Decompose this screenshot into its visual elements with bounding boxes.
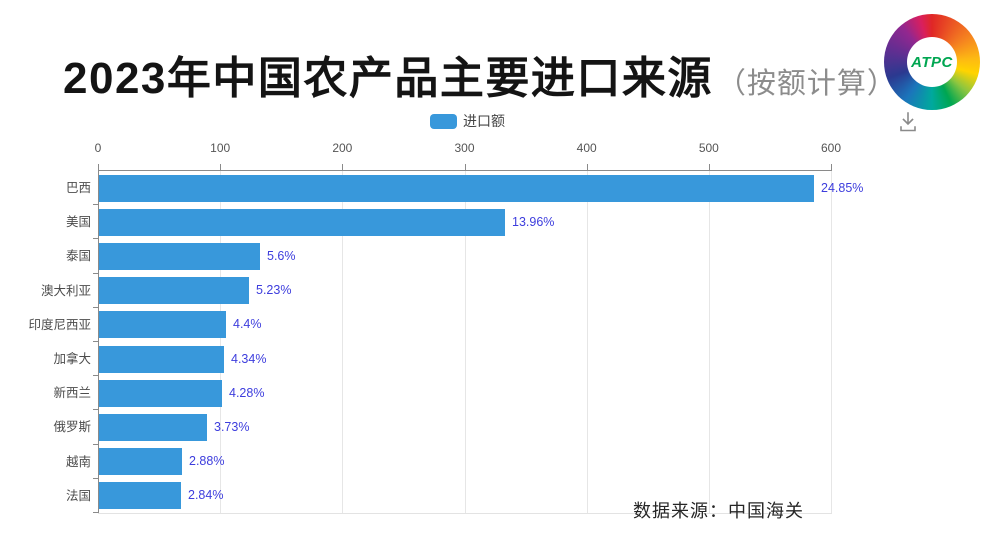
logo-core — [907, 37, 957, 87]
x-tick-label: 300 — [454, 141, 475, 155]
value-label: 2.88% — [189, 454, 225, 469]
x-tick-label: 600 — [820, 141, 842, 155]
x-tick-label: 400 — [576, 141, 597, 155]
legend-label: 进口额 — [463, 113, 505, 129]
x-tick-label: 500 — [698, 141, 719, 155]
category-label: 澳大利亚 — [40, 283, 91, 298]
chart-title-subtitle: （按额计算） — [716, 68, 897, 100]
y-tick-mark — [93, 272, 98, 274]
x-tick-mark — [708, 164, 710, 170]
category-label: 加拿大 — [53, 352, 91, 366]
value-label: 4.28% — [229, 385, 265, 400]
y-axis-line — [98, 170, 99, 513]
chart-title: 2023年中国农产品主要进口来源 （按额计算） — [63, 50, 897, 118]
x-tick-mark — [98, 164, 99, 170]
plot-bottom-line — [98, 513, 832, 514]
value-label: 4.4% — [233, 317, 262, 332]
category-label: 巴西 — [65, 181, 91, 195]
y-tick-mark — [93, 238, 98, 240]
bar-8[interactable] — [99, 413, 207, 441]
x-tick-label: 0 — [94, 141, 102, 155]
category-label: 新西兰 — [53, 386, 91, 401]
bar-4[interactable] — [99, 277, 249, 305]
data-source: 数据来源：中国海关 — [633, 501, 804, 521]
download-icon[interactable] — [898, 111, 918, 133]
bar-3[interactable] — [99, 242, 260, 270]
bar-5[interactable] — [99, 311, 226, 339]
atpc-logo: ATPC — [884, 14, 980, 110]
gridline — [831, 171, 832, 513]
gridline — [220, 171, 222, 513]
bar-7[interactable] — [99, 379, 222, 407]
value-label: 3.73% — [214, 419, 250, 434]
category-label: 印度尼西亚 — [28, 317, 91, 332]
category-label: 俄罗斯 — [53, 420, 91, 435]
gridline — [464, 171, 466, 513]
x-tick-mark — [831, 164, 832, 170]
bar-9[interactable] — [99, 448, 182, 476]
gridline — [708, 171, 710, 513]
value-label: 13.96% — [512, 214, 555, 229]
bar-6[interactable] — [99, 345, 224, 373]
legend-swatch-icon — [430, 113, 457, 129]
bar-10[interactable] — [99, 482, 181, 510]
x-tick-label: 200 — [332, 141, 353, 155]
chart-title-main: 2023年中国农产品主要进口来源 — [63, 54, 713, 103]
bar-1[interactable] — [99, 174, 814, 202]
y-tick-mark — [93, 341, 98, 342]
category-label: 越南 — [65, 454, 91, 469]
y-tick-mark — [93, 512, 98, 513]
download-icon-glyph — [900, 112, 916, 132]
category-label: 美国 — [65, 215, 91, 230]
category-label: 泰国 — [65, 249, 91, 264]
y-tick-mark — [93, 477, 98, 479]
x-tick-mark — [342, 164, 344, 170]
legend-import-value[interactable]: 进口额 — [430, 111, 505, 131]
value-label: 5.23% — [256, 283, 292, 298]
y-tick-mark — [93, 204, 98, 206]
x-tick-mark — [464, 164, 466, 170]
y-tick-mark — [93, 409, 98, 411]
y-tick-mark — [93, 306, 98, 308]
logo-text: ATPC — [911, 53, 953, 71]
value-label: 2.84% — [188, 488, 224, 503]
x-tick-mark — [586, 164, 588, 170]
y-tick-mark — [93, 375, 98, 377]
x-axis-line — [98, 170, 832, 171]
bar-2[interactable] — [99, 208, 505, 236]
x-tick-mark — [220, 164, 222, 170]
value-label: 24.85% — [821, 180, 864, 195]
x-tick-label: 100 — [210, 141, 231, 155]
category-label: 法国 — [65, 488, 91, 503]
value-label: 5.6% — [267, 248, 296, 263]
gridline — [342, 171, 344, 513]
value-label: 4.34% — [231, 351, 267, 366]
gridline — [586, 171, 588, 513]
y-tick-mark — [93, 443, 98, 445]
